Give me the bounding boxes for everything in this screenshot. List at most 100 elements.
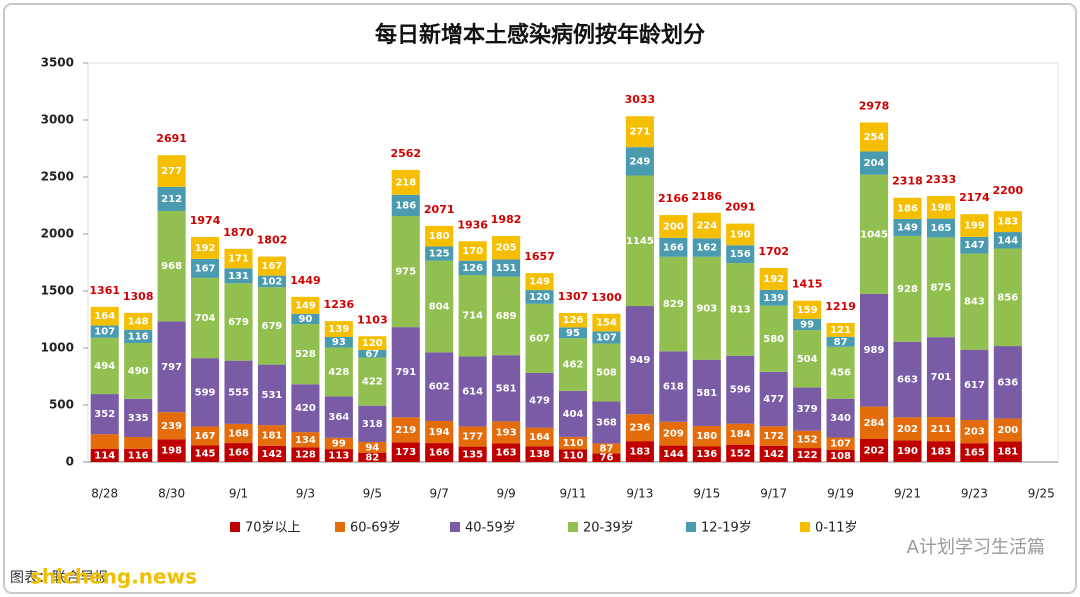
total-label: 1307	[558, 290, 589, 303]
segment-label: 202	[897, 424, 918, 435]
segment-label: 636	[997, 377, 1018, 388]
total-label: 2186	[691, 190, 722, 203]
segment-label: 218	[395, 177, 416, 188]
bar-segment	[692, 359, 721, 426]
bar-segment	[759, 305, 788, 372]
bar-segment	[90, 434, 119, 450]
bar-segment	[859, 438, 889, 462]
bar-segment	[458, 426, 487, 447]
total-label: 2318	[892, 175, 923, 188]
segment-label: 212	[161, 194, 182, 205]
segment-label: 1145	[626, 236, 654, 247]
bar-segment	[759, 289, 788, 306]
segment-label: 177	[462, 432, 483, 443]
x-tick-label: 9/7	[430, 487, 449, 501]
bar-segment	[257, 256, 287, 276]
bar-segment	[659, 421, 688, 446]
bar-segment	[659, 215, 688, 238]
bar-segment	[692, 212, 721, 239]
segment-label: 555	[228, 387, 249, 398]
bar-segment	[124, 448, 153, 462]
segment-label: 167	[195, 263, 216, 274]
segment-label: 462	[563, 360, 584, 371]
segment-label: 340	[830, 413, 851, 424]
segment-label: 67	[365, 349, 379, 360]
x-tick-label: 9/11	[560, 487, 587, 501]
segment-label: 679	[228, 317, 249, 328]
bar-segment	[458, 260, 487, 276]
segment-label: 121	[830, 325, 851, 336]
segment-label: 192	[195, 243, 216, 254]
segment-label: 151	[496, 263, 517, 274]
bar-segment	[124, 312, 153, 330]
legend-swatch	[568, 522, 578, 532]
bar-segment	[124, 437, 153, 449]
bar-segment	[726, 355, 755, 424]
segment-label: 490	[128, 366, 149, 377]
bar-segment	[90, 337, 119, 395]
legend-label: 0-11岁	[815, 521, 858, 536]
segment-label: 166	[429, 448, 450, 459]
bar-segment	[826, 449, 855, 462]
y-tick-label: 500	[49, 398, 74, 412]
segment-label: 602	[429, 382, 450, 393]
segment-label: 200	[997, 425, 1018, 436]
segment-label: 203	[964, 427, 985, 438]
total-label: 1982	[491, 213, 522, 226]
legend-label: 20-39岁	[583, 521, 634, 536]
segment-label: 136	[696, 449, 717, 460]
bar-segment	[525, 427, 554, 447]
segment-label: 125	[429, 249, 450, 260]
bar-segment	[993, 346, 1022, 419]
total-label: 2691	[156, 132, 187, 145]
bar-segment	[291, 313, 320, 325]
bar-segment	[391, 442, 420, 462]
bar-segment	[90, 306, 119, 326]
segment-label: 126	[462, 263, 483, 274]
x-tick-label: 9/17	[760, 487, 787, 501]
bar-segment	[625, 414, 654, 442]
bar-segment	[157, 412, 186, 440]
x-tick-label: 9/5	[363, 487, 382, 501]
segment-label: 164	[529, 432, 550, 443]
segment-label: 108	[830, 451, 851, 462]
segment-label: 200	[663, 221, 684, 232]
bar-segment	[893, 197, 922, 219]
legend-label: 40-59岁	[465, 521, 516, 536]
segment-label: 404	[563, 409, 584, 420]
bar-segment	[893, 417, 922, 441]
bar-segment	[625, 441, 654, 462]
segment-label: 224	[696, 221, 717, 232]
bar-segment	[291, 432, 320, 448]
bar-segment	[157, 155, 186, 187]
total-label: 2174	[959, 191, 990, 204]
bar-segment	[592, 453, 621, 462]
segment-label: 183	[629, 447, 650, 458]
bar-segment	[993, 418, 1022, 442]
segment-label: 968	[161, 261, 182, 272]
bar-segment	[558, 390, 588, 437]
bar-segment	[558, 313, 588, 328]
segment-label: 202	[864, 445, 885, 456]
bar-segment	[726, 223, 755, 246]
segment-label: 829	[663, 299, 684, 310]
segment-label: 531	[262, 390, 283, 401]
bar-segment	[793, 430, 822, 449]
segment-label: 110	[563, 438, 584, 449]
segment-label: 102	[262, 276, 283, 287]
bar-segment	[893, 341, 922, 418]
segment-label: 131	[228, 271, 249, 282]
bar-segment	[625, 175, 654, 307]
bar-segment	[358, 452, 387, 462]
bar-segment	[793, 448, 822, 462]
segment-label: 166	[663, 242, 684, 253]
segment-label: 975	[395, 267, 416, 278]
bar-segment	[291, 384, 320, 433]
bar-segment	[993, 211, 1022, 233]
bar-segment	[291, 447, 320, 462]
bar-segment	[257, 425, 287, 446]
bar-segment	[759, 371, 788, 427]
segment-label: 599	[195, 387, 216, 398]
x-tick-label: 8/28	[91, 487, 118, 501]
legend-label: 12-19岁	[701, 521, 752, 536]
